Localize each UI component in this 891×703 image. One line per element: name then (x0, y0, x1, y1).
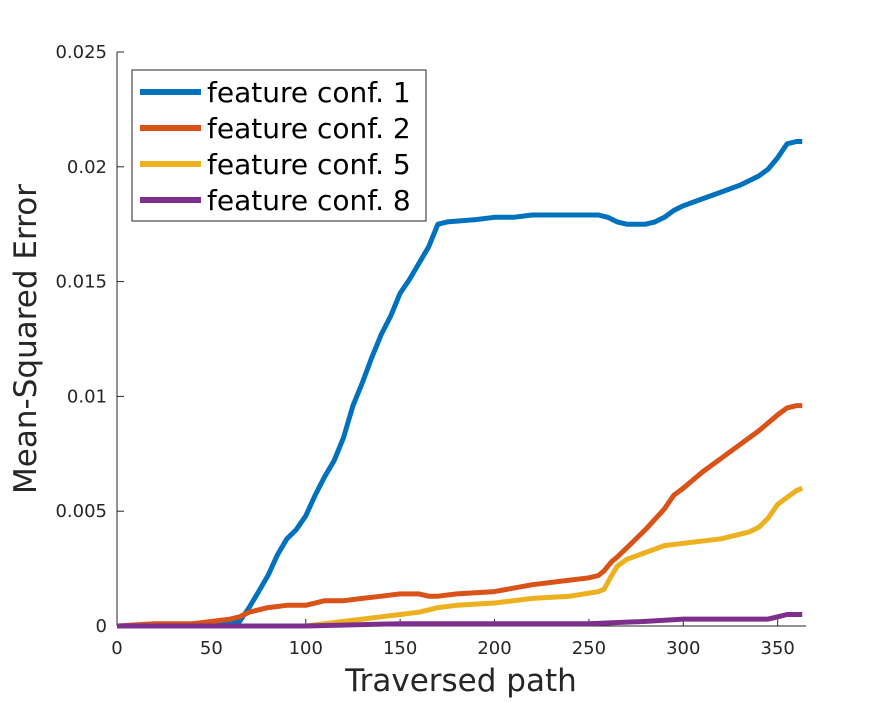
series-line-1 (117, 139, 803, 629)
x-tick-label: 50 (200, 638, 223, 659)
series-lines (116, 139, 804, 629)
y-axis-title: Mean-Squared Error (8, 184, 44, 494)
x-tick-label: 0 (111, 638, 122, 659)
x-axis-title: Traversed path (344, 663, 577, 699)
y-tick-label: 0.01 (67, 386, 107, 407)
legend-label-3: feature conf. 5 (207, 148, 411, 181)
series-line-2 (116, 403, 803, 629)
legend-label-4: feature conf. 8 (207, 184, 411, 217)
x-tick-label: 350 (761, 638, 795, 659)
y-tick-label: 0.025 (55, 42, 107, 63)
legend-label-1: feature conf. 1 (207, 76, 411, 109)
legend-label-2: feature conf. 2 (207, 112, 411, 145)
x-tick-label: 250 (572, 638, 606, 659)
series-line-3 (117, 485, 804, 629)
legend-box (131, 69, 427, 222)
y-tick-label: 0.015 (55, 272, 107, 293)
x-tick-label: 200 (477, 638, 511, 659)
y-tick-label: 0.02 (67, 157, 107, 178)
x-tick-label: 100 (289, 638, 323, 659)
y-tick-label: 0 (96, 616, 107, 637)
x-tick-label: 300 (666, 638, 700, 659)
series-line-4 (117, 612, 803, 629)
y-tick-label: 0.005 (55, 501, 107, 522)
x-tick-label: 150 (383, 638, 417, 659)
axes: 0 50 100 150 200 250 300 350 0 0.005 0.01 0.015 0.02… (55, 42, 806, 659)
